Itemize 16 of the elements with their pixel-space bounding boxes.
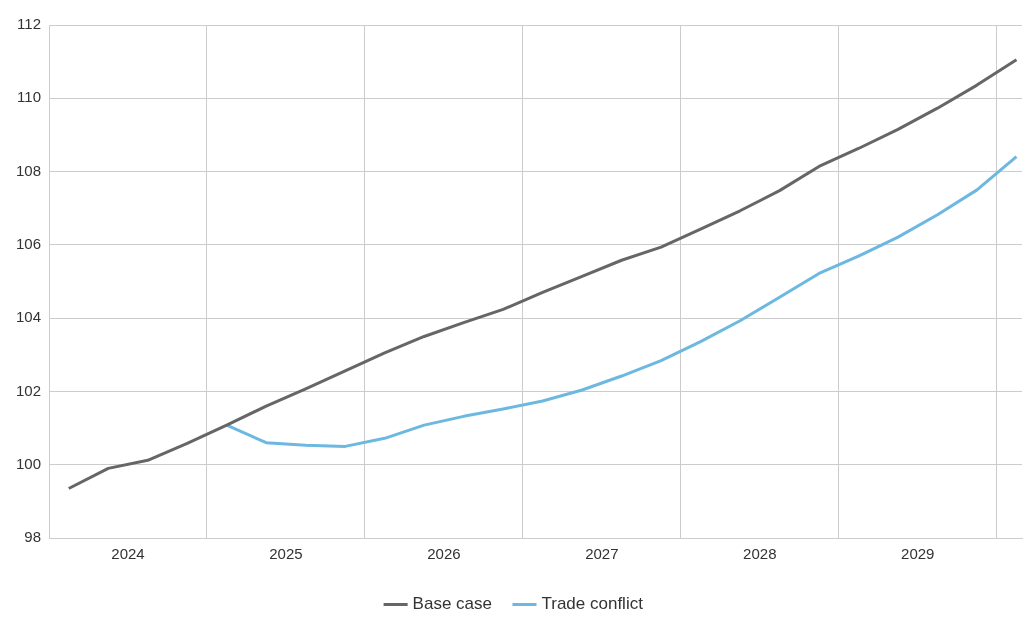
y-tick-label: 104	[16, 308, 42, 326]
x-tick-label: 2028	[743, 545, 777, 563]
x-tick-label: 2029	[901, 545, 935, 563]
x-tick-label: 2024	[111, 545, 145, 563]
x-tick-label: 2027	[585, 545, 619, 563]
y-tick-label: 112	[17, 15, 42, 33]
x-tick-label: 2026	[427, 545, 461, 563]
y-tick-label: 98	[24, 528, 42, 546]
legend-label: Trade conflict	[541, 594, 644, 614]
legend-label: Base case	[412, 594, 492, 614]
y-tick-label: 102	[16, 381, 42, 399]
y-tick-label: 108	[16, 161, 42, 179]
x-tick-label: 2025	[269, 545, 303, 563]
y-tick-label: 106	[16, 235, 42, 252]
y-tick-label: 110	[17, 88, 42, 106]
y-tick-label: 100	[16, 454, 42, 472]
